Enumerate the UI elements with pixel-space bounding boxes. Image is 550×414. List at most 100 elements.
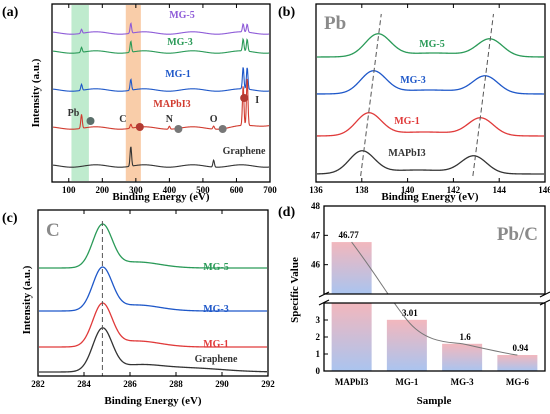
y-tick-label: 46 (311, 260, 321, 270)
bar (497, 355, 538, 371)
bar (442, 343, 483, 371)
panel-a-xtick-label: 400 (163, 185, 177, 195)
panel-c-ylabel: Intensity (a.u.) (21, 265, 33, 334)
series-label: MG-5 (419, 39, 445, 50)
element-marker-label: Pb (68, 108, 80, 119)
panel-a-xtick-label: 300 (129, 185, 143, 195)
dashed-peak-guide (360, 13, 382, 177)
panel-c-label: (c) (2, 211, 18, 226)
x-category-label: MAPbI3 (335, 377, 369, 387)
element-marker-dot (240, 94, 249, 102)
highlight-band-orange (125, 5, 141, 181)
panel-c-xtick-label: 284 (77, 379, 91, 389)
panel-a-frame (51, 3, 271, 183)
dashed-peak-guide (472, 13, 494, 177)
series-line-mg-3 (52, 37, 270, 54)
element-marker-dot (86, 117, 95, 125)
panel-d-title: Pb/C (497, 224, 538, 245)
panel-a-ylabel: Intensity (a.u.) (30, 58, 42, 127)
series-label: MAPbI3 (388, 148, 425, 159)
y-tick-label: 47 (311, 230, 321, 240)
series-line-mg-3 (317, 70, 544, 95)
panel-c: (c) MG-5 MG-3 MG-1 Graphene C 282 284 286 288 2… (2, 209, 275, 407)
element-marker-dot (135, 123, 144, 131)
series-label: MG-1 (165, 69, 191, 80)
series-label: MG-5 (169, 10, 195, 21)
panel-b-xtick-label: 144 (492, 185, 506, 195)
panel-a-xlabel: Binding Energy (eV) (112, 191, 210, 203)
panel-a-label: (a) (2, 5, 19, 20)
panel-d-ylabel: Specific Value (289, 257, 301, 323)
series-line-mg-1 (317, 112, 544, 137)
panel-a-xtick-label: 700 (263, 185, 277, 195)
bar (386, 319, 427, 371)
series-line-mg-1 (39, 302, 267, 348)
panel-d: (d) 46.77 3.01 1.6 0.94 MAPbI3 MG-1 MG-3 MG-6 0… (278, 201, 550, 407)
series-label: MG-3 (203, 304, 229, 315)
panel-c-xlabel: Binding Energy (eV) (104, 395, 202, 407)
y-tick-label: 1 (316, 349, 321, 359)
element-marker-label: N (166, 114, 174, 125)
bar-value-label: 1.6 (460, 332, 472, 342)
axis-break-gap (320, 294, 550, 303)
series-label: MG-1 (203, 339, 229, 350)
series-label: MG-5 (203, 262, 229, 273)
panel-b: (b) MG-5 MG-3 MG-1 MAPbI3 Pb 136 138 140 142 14… (278, 3, 550, 203)
panel-c-xtick-label: 290 (215, 379, 229, 389)
bar-value-label: 46.77 (339, 230, 360, 240)
panel-b-label: (b) (278, 5, 295, 20)
x-category-label: MG-6 (506, 377, 529, 387)
series-line-mapbi3 (316, 150, 544, 175)
panel-a-xtick-label: 100 (62, 185, 76, 195)
series-label: MG-3 (167, 37, 193, 48)
panel-d-frame (323, 205, 546, 372)
panel-c-title: C (46, 220, 60, 241)
trend-curve (351, 241, 518, 356)
panel-a-xtick-label: 200 (96, 185, 110, 195)
series-label: Graphene (195, 354, 238, 365)
panel-d-xlabel: Sample (417, 395, 452, 407)
panel-b-xtick-label: 138 (355, 185, 369, 195)
panel-a-xtick-label: 500 (196, 185, 210, 195)
panel-b-xtick-label: 136 (309, 185, 323, 195)
panel-c-xtick-label: 282 (31, 379, 45, 389)
element-marker-dot (218, 125, 227, 133)
panel-a-xtick-label: 600 (230, 185, 244, 195)
series-line-mg-5 (39, 223, 267, 269)
bar (331, 303, 372, 371)
y-tick-label: 2 (316, 332, 321, 342)
series-line-mg-5 (52, 22, 270, 35)
panel-b-xtick-label: 140 (401, 185, 415, 195)
panel-b-title: Pb (324, 13, 346, 34)
panel-c-xtick-label: 292 (261, 379, 275, 389)
panel-b-xtick-label: 146 (538, 185, 550, 195)
x-category-label: MG-3 (451, 377, 474, 387)
panel-d-label: (d) (278, 205, 295, 220)
series-label: MG-3 (400, 75, 426, 86)
series-line-graphene (39, 327, 268, 373)
panel-b-xlabel: Binding Energy (eV) (381, 191, 479, 203)
bar-value-label: 0.94 (513, 343, 529, 353)
y-tick-label: 3 (316, 315, 321, 325)
axis-break-marks (318, 291, 550, 306)
series-line-mg-3 (39, 266, 267, 312)
series-label: MAPbI3 (153, 99, 190, 110)
element-marker-dot (174, 125, 183, 133)
y-tick-label: 48 (311, 201, 321, 211)
highlight-band-green (71, 5, 89, 181)
panel-b-frame (315, 3, 546, 183)
series-line-mapbi3 (52, 78, 270, 130)
x-category-label: MG-1 (395, 377, 418, 387)
bar-value-label: 3.01 (402, 308, 418, 318)
element-marker-label: C (119, 114, 126, 125)
panel-c-xtick-label: 288 (169, 379, 183, 389)
series-line-mg-1 (52, 67, 270, 92)
panel-a: (a) MG-5 MG-3 MG-1 MAPbI3 Graphene Pb C N O I 10… (2, 3, 277, 203)
panel-b-xtick-label: 142 (447, 185, 461, 195)
element-marker-label: O (210, 114, 218, 125)
panel-c-frame (37, 209, 269, 377)
y-tick-label: 0 (316, 366, 321, 376)
panel-c-xtick-label: 286 (123, 379, 137, 389)
series-label: MG-1 (394, 116, 420, 127)
